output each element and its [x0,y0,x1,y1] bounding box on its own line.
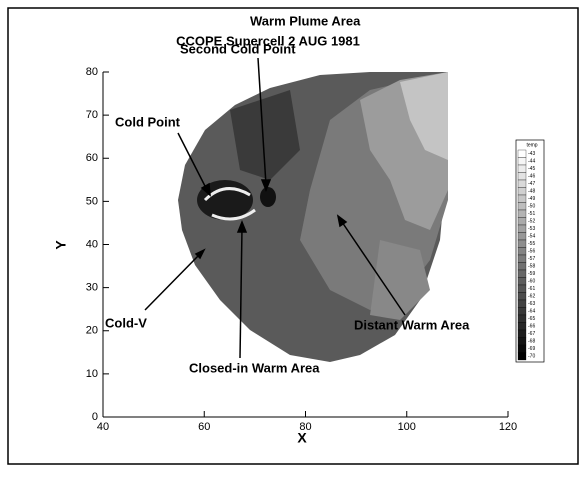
colorbar-swatch [517,322,527,331]
annotation: Second Cold Point [180,41,296,56]
x-tick-label: 100 [398,421,416,433]
x-axis-label: X [297,430,307,446]
colorbar-label: -70 [528,354,535,360]
annotation: Closed-in Warm Area [189,360,320,375]
colorbar-swatch [517,314,527,323]
y-tick-label: 0 [92,411,98,423]
colorbar-label: -47 [528,181,535,187]
arrows [144,57,406,359]
colorbar-swatch [517,232,527,241]
colorbar-swatch [517,194,527,203]
colorbar-swatch [517,209,527,218]
colorbar-swatch [517,149,527,158]
colorbar-swatch [517,202,527,211]
colorbar-swatch [517,164,527,173]
colorbar-title: temp [526,142,537,148]
colorbar-label: -45 [528,166,535,172]
arrow [144,253,201,311]
x-tick-label: 40 [97,421,109,433]
plume [178,72,448,362]
colorbar-label: -64 [528,309,535,315]
colorbar-swatch [517,157,527,166]
arrow [341,221,406,316]
colorbar-swatch [517,344,527,353]
arrowhead [260,179,272,193]
colorbar-swatch [517,269,527,278]
colorbar-swatch [517,284,527,293]
colorbar-label: -55 [528,241,535,247]
colorbar-label: -49 [528,196,535,202]
colorbar-swatch [517,172,527,181]
colorbar-label: -53 [528,226,535,232]
annotation: Cold-V [105,315,147,330]
arrowhead [200,182,211,197]
colorbar-label: -58 [528,264,535,270]
colorbar-label: -60 [528,279,535,285]
annotation: Distant Warm Area [354,317,470,332]
colorbar-label: -62 [528,294,535,300]
region [370,240,430,320]
colorbar-label: -51 [528,211,535,217]
colorbar-swatch [517,187,527,196]
y-tick-label: 30 [86,282,98,294]
colorbar-swatch [517,239,527,248]
colorbar-label: -52 [528,219,535,225]
colorbar-label: -61 [528,286,535,292]
colorbar-label: -66 [528,324,535,330]
annotation: Warm Plume Area [250,13,361,28]
x-tick-label: 120 [499,421,517,433]
region [230,90,300,180]
colorbar-label: -68 [528,339,535,345]
arrow [257,57,267,186]
colorbar-swatch [517,292,527,301]
colorbar-swatch [517,307,527,316]
colorbar-swatch [517,247,527,256]
colorbar-label: -48 [528,189,535,195]
y-tick-label: 60 [86,152,98,164]
colorbar-label: -46 [528,174,535,180]
arrowhead [336,214,348,228]
arrow [177,132,208,191]
region [400,72,448,160]
arrow [239,227,243,359]
warm-streak [203,187,256,221]
colorbar-label: -65 [528,316,535,322]
colorbar-label: -69 [528,346,535,352]
colorbar-swatch [517,277,527,286]
y-tick-label: 50 [86,195,98,207]
y-tick-label: 80 [86,66,98,78]
arrowhead [194,248,206,260]
colorbar-swatch [517,224,527,233]
x-tick-label: 80 [299,421,311,433]
colorbar-swatch [517,254,527,263]
y-tick-label: 10 [86,368,98,380]
colorbar-swatch [517,337,527,346]
colorbar-label: -54 [528,234,535,240]
colorbar-swatch [517,179,527,188]
colorbar-swatch [517,329,527,338]
colorbar-label: -67 [528,331,535,337]
colorbar-label: -50 [528,204,535,210]
chart-title: CCOPE Supercell 2 AUG 1981 [176,33,360,48]
colorbar-label: -44 [528,159,535,165]
colorbar-label: -43 [528,151,535,157]
y-tick-label: 40 [86,238,98,250]
annotation: Cold Point [115,114,181,129]
colorbar-label: -63 [528,301,535,307]
y-tick-label: 20 [86,325,98,337]
arrowhead [236,219,248,233]
colorbar-label: -56 [528,249,535,255]
colorbar-swatch [517,262,527,271]
colorbar-label: -59 [528,271,535,277]
colorbar-swatch [517,352,527,361]
y-axis-label: Y [53,240,69,250]
y-tick-label: 70 [86,109,98,121]
region [260,187,276,207]
colorbar-label: -57 [528,256,535,262]
colorbar-swatch [517,217,527,226]
colorbar-swatch [517,299,527,308]
x-tick-label: 60 [198,421,210,433]
